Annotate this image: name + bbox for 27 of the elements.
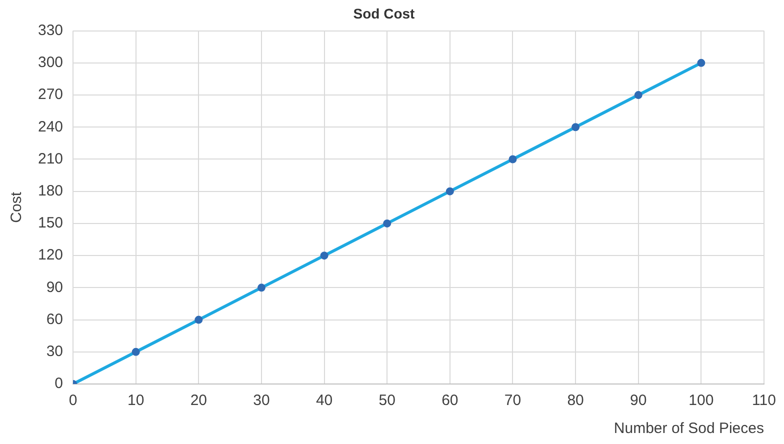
x-tick-label: 40 bbox=[316, 392, 333, 410]
y-tick-label: 90 bbox=[46, 278, 64, 296]
y-axis-title: Cost bbox=[8, 191, 26, 223]
x-tick-label: 30 bbox=[253, 392, 270, 410]
y-tick-label: 300 bbox=[38, 54, 64, 72]
x-tick-label: 50 bbox=[378, 392, 396, 410]
y-tick-label: 270 bbox=[38, 86, 64, 104]
x-tick-label: 0 bbox=[68, 392, 78, 410]
y-tick-label: 210 bbox=[38, 150, 64, 168]
y-tick-label: 240 bbox=[38, 118, 64, 136]
y-tick-label: 150 bbox=[38, 214, 64, 232]
chart-title: Sod Cost bbox=[353, 5, 416, 22]
x-tick-label: 70 bbox=[504, 392, 522, 410]
y-tick-label: 30 bbox=[46, 343, 64, 360]
x-tick-label: 80 bbox=[567, 392, 584, 410]
y-tick-label: 180 bbox=[38, 182, 64, 200]
x-axis-title: Number of Sod Pieces bbox=[614, 420, 764, 438]
y-tick-label: 60 bbox=[46, 310, 64, 328]
x-tick-label: 100 bbox=[688, 392, 714, 410]
x-tick-label: 60 bbox=[442, 392, 458, 410]
y-tick-label: 0 bbox=[54, 375, 64, 392]
y-tick-label: 120 bbox=[38, 246, 64, 264]
y-tick-label: 330 bbox=[38, 22, 64, 39]
x-tick-label: 90 bbox=[630, 392, 647, 410]
x-tick-label: 110 bbox=[752, 392, 776, 410]
x-tick-label: 20 bbox=[190, 392, 207, 410]
x-tick-label: 10 bbox=[128, 392, 144, 410]
